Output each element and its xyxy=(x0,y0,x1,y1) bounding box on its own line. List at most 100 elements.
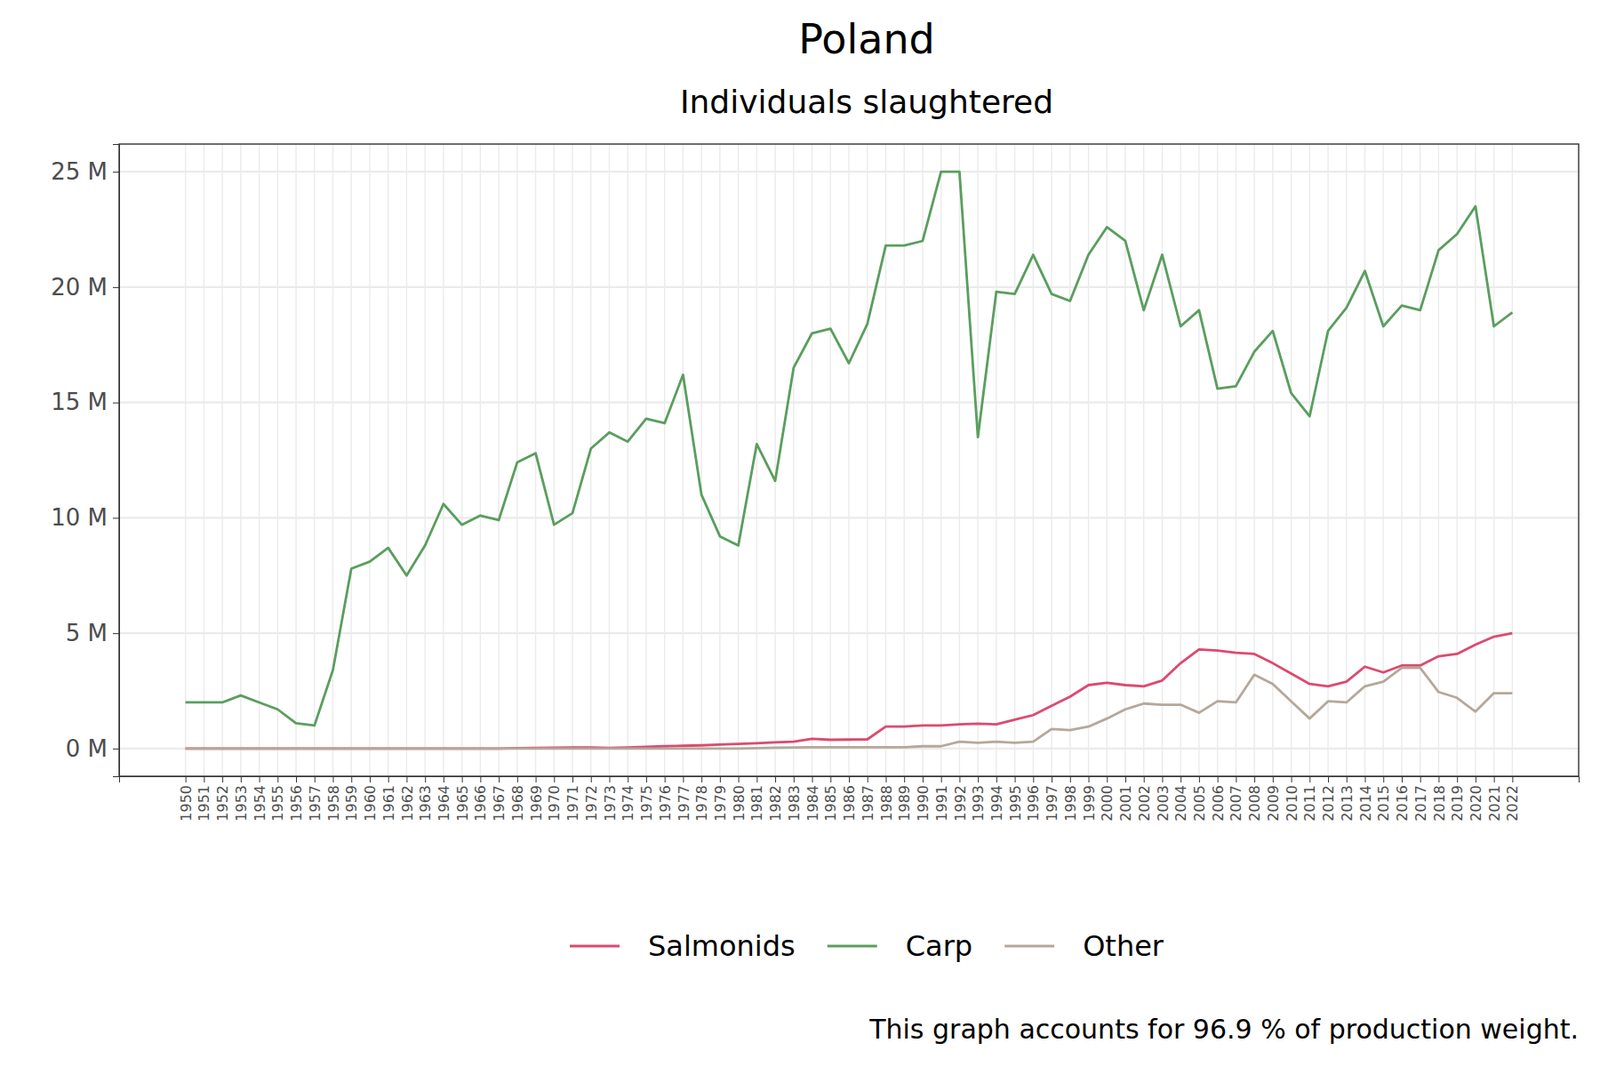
x-tick-label: 2020 xyxy=(1467,784,1485,822)
x-tick-label: 1982 xyxy=(767,784,784,822)
x-tick: 1996 xyxy=(1024,776,1042,822)
x-tick-mark xyxy=(1420,776,1422,783)
x-tick-mark xyxy=(775,776,776,783)
x-tick-label: 2015 xyxy=(1375,784,1392,822)
x-tick-label: 1984 xyxy=(804,784,822,822)
x-tick: 2019 xyxy=(1448,776,1466,822)
x-tick-label: 1968 xyxy=(509,784,527,822)
x-tick-mark xyxy=(1309,776,1311,783)
x-tick-mark xyxy=(498,776,500,783)
grid-line-x xyxy=(1309,144,1311,776)
grid-line-x xyxy=(553,144,555,776)
grid-line-x xyxy=(258,144,260,776)
y-tick: 10 M xyxy=(50,504,120,531)
x-tick-label: 1957 xyxy=(306,784,324,822)
x-tick-label: 1950 xyxy=(177,784,195,822)
x-tick: 1982 xyxy=(767,776,784,822)
y-tick: 5 M xyxy=(65,619,120,647)
x-tick-mark xyxy=(388,776,390,783)
x-tick: 2017 xyxy=(1412,776,1430,822)
x-tick: 1979 xyxy=(712,776,729,822)
grid-line-x xyxy=(664,144,665,776)
x-tick-mark xyxy=(203,776,205,783)
x-tick-label: 1985 xyxy=(822,784,840,822)
x-tick: 1972 xyxy=(583,776,600,822)
grid-line-x xyxy=(387,144,389,776)
grid-line-x xyxy=(976,144,978,776)
x-tick-label: 1993 xyxy=(969,784,987,822)
grid-line-x xyxy=(627,144,629,776)
x-tick: 2011 xyxy=(1301,776,1319,822)
x-tick-mark xyxy=(1291,776,1293,783)
x-tick: 1957 xyxy=(306,776,324,822)
grid-line-x xyxy=(1179,144,1181,776)
series-line xyxy=(185,632,1513,749)
x-tick: 2020 xyxy=(1467,776,1485,822)
x-tick: 2001 xyxy=(1117,776,1135,822)
x-tick: 1952 xyxy=(214,776,232,822)
grid-line-x xyxy=(1474,144,1476,776)
x-tick: 1993 xyxy=(969,776,987,822)
x-tick-mark xyxy=(185,776,187,783)
grid-line-x xyxy=(295,144,296,776)
y-tick: 15 M xyxy=(50,388,120,416)
x-tick-mark xyxy=(222,776,224,783)
legend-label: Carp xyxy=(905,928,973,963)
legend-label: Salmonids xyxy=(648,928,796,963)
y-tick: 20 M xyxy=(50,273,120,301)
x-tick-mark xyxy=(830,776,832,783)
grid-line-x xyxy=(756,144,758,776)
grid-line-x xyxy=(1124,144,1126,776)
x-tick-label: 1999 xyxy=(1080,784,1098,822)
x-tick-mark xyxy=(1365,776,1367,783)
chart: PolandIndividuals slaughtered0 M5 M10 M1… xyxy=(0,0,1600,1067)
x-tick-mark xyxy=(793,776,795,783)
x-tick: 2000 xyxy=(1098,776,1116,822)
x-tick-label: 2018 xyxy=(1431,784,1448,822)
grid-line-x xyxy=(940,144,942,776)
x-tick-mark xyxy=(922,776,924,783)
x-tick: 2022 xyxy=(1504,776,1521,822)
x-tick-label: 1962 xyxy=(399,784,416,822)
x-tick-mark xyxy=(572,776,574,783)
grid-line-x xyxy=(368,144,370,776)
grid-line-x xyxy=(995,144,997,776)
x-tick-mark xyxy=(1051,776,1053,783)
x-tick: 1971 xyxy=(564,776,582,822)
grid-line-x xyxy=(277,144,279,776)
x-tick: 1988 xyxy=(878,776,896,822)
grid xyxy=(119,144,1579,776)
grid-line-x xyxy=(203,144,205,776)
x-tick-label: 1996 xyxy=(1024,784,1042,822)
x-tick: 1963 xyxy=(416,776,434,822)
x-tick-mark xyxy=(240,776,242,783)
x-tick: 2016 xyxy=(1393,776,1411,822)
x-tick-mark xyxy=(351,776,352,783)
series-line xyxy=(185,667,1513,749)
x-tick: 1950 xyxy=(177,776,195,822)
x-tick-mark xyxy=(1383,776,1384,783)
title: Poland xyxy=(798,15,936,64)
x-tick: 1966 xyxy=(472,776,489,822)
legend: SalmonidsCarpOther xyxy=(569,928,1165,963)
x-tick-mark xyxy=(627,776,629,783)
x-tick: 1991 xyxy=(933,776,951,822)
x-tick-mark xyxy=(977,776,979,783)
x-tick-label: 1990 xyxy=(914,784,932,822)
x-tick: 1956 xyxy=(288,776,305,822)
x-tick: 1986 xyxy=(840,776,858,822)
grid-line-y xyxy=(119,401,1579,404)
x-axis-line xyxy=(120,776,1580,784)
x-tick: 1985 xyxy=(822,776,840,822)
grid-line-x xyxy=(1014,144,1016,776)
x-tick-label: 1956 xyxy=(288,784,305,822)
x-tick: 1978 xyxy=(693,776,711,822)
y-tick-label: 20 M xyxy=(50,273,108,301)
x-tick: 1958 xyxy=(325,776,343,822)
x-tick: 1995 xyxy=(1007,776,1024,822)
legend-item: Carp xyxy=(827,928,973,963)
grid-line-x xyxy=(700,144,702,776)
x-tick: 1962 xyxy=(399,776,416,822)
y-tick: 25 M xyxy=(50,158,120,185)
x-tick-label: 1970 xyxy=(545,784,563,822)
